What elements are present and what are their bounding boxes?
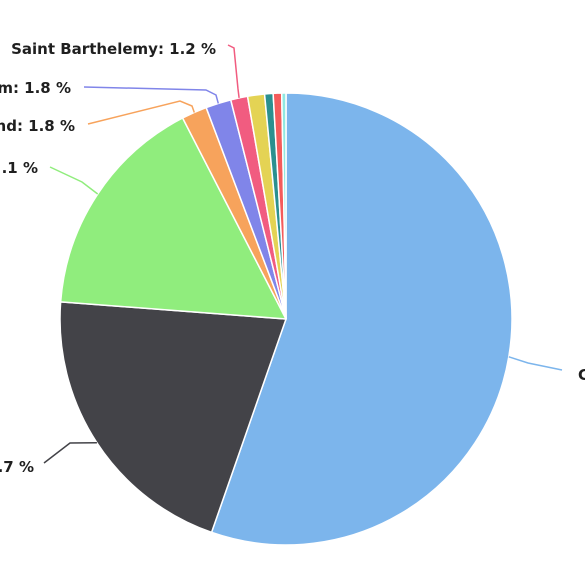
label-connector-5 (227, 44, 240, 98)
label-connectors (43, 44, 563, 464)
pie-slice-1[interactable] (59, 301, 287, 534)
label-connector-2 (49, 166, 99, 195)
data-label-0: C (578, 366, 585, 384)
data-label-2: .1 % (2, 159, 38, 177)
data-label-3: nd: 1.8 % (0, 117, 75, 135)
pie-slice-2[interactable] (59, 117, 287, 320)
label-connector-3 (87, 100, 196, 125)
pie-labels: C .7 % .1 % nd: 1.8 % ietnam: 1.8 % Saint Bar… (0, 40, 585, 476)
label-connector-1 (43, 442, 97, 464)
data-label-1: .7 % (0, 458, 34, 476)
data-label-5: Saint Barthelemy: 1.2 % (11, 40, 216, 58)
pie-slice-9[interactable] (280, 92, 287, 320)
data-label-4: ietnam: 1.8 % (0, 79, 71, 97)
label-connector-4 (83, 86, 220, 104)
label-connector-0 (508, 356, 563, 371)
pie-slices (59, 92, 513, 546)
